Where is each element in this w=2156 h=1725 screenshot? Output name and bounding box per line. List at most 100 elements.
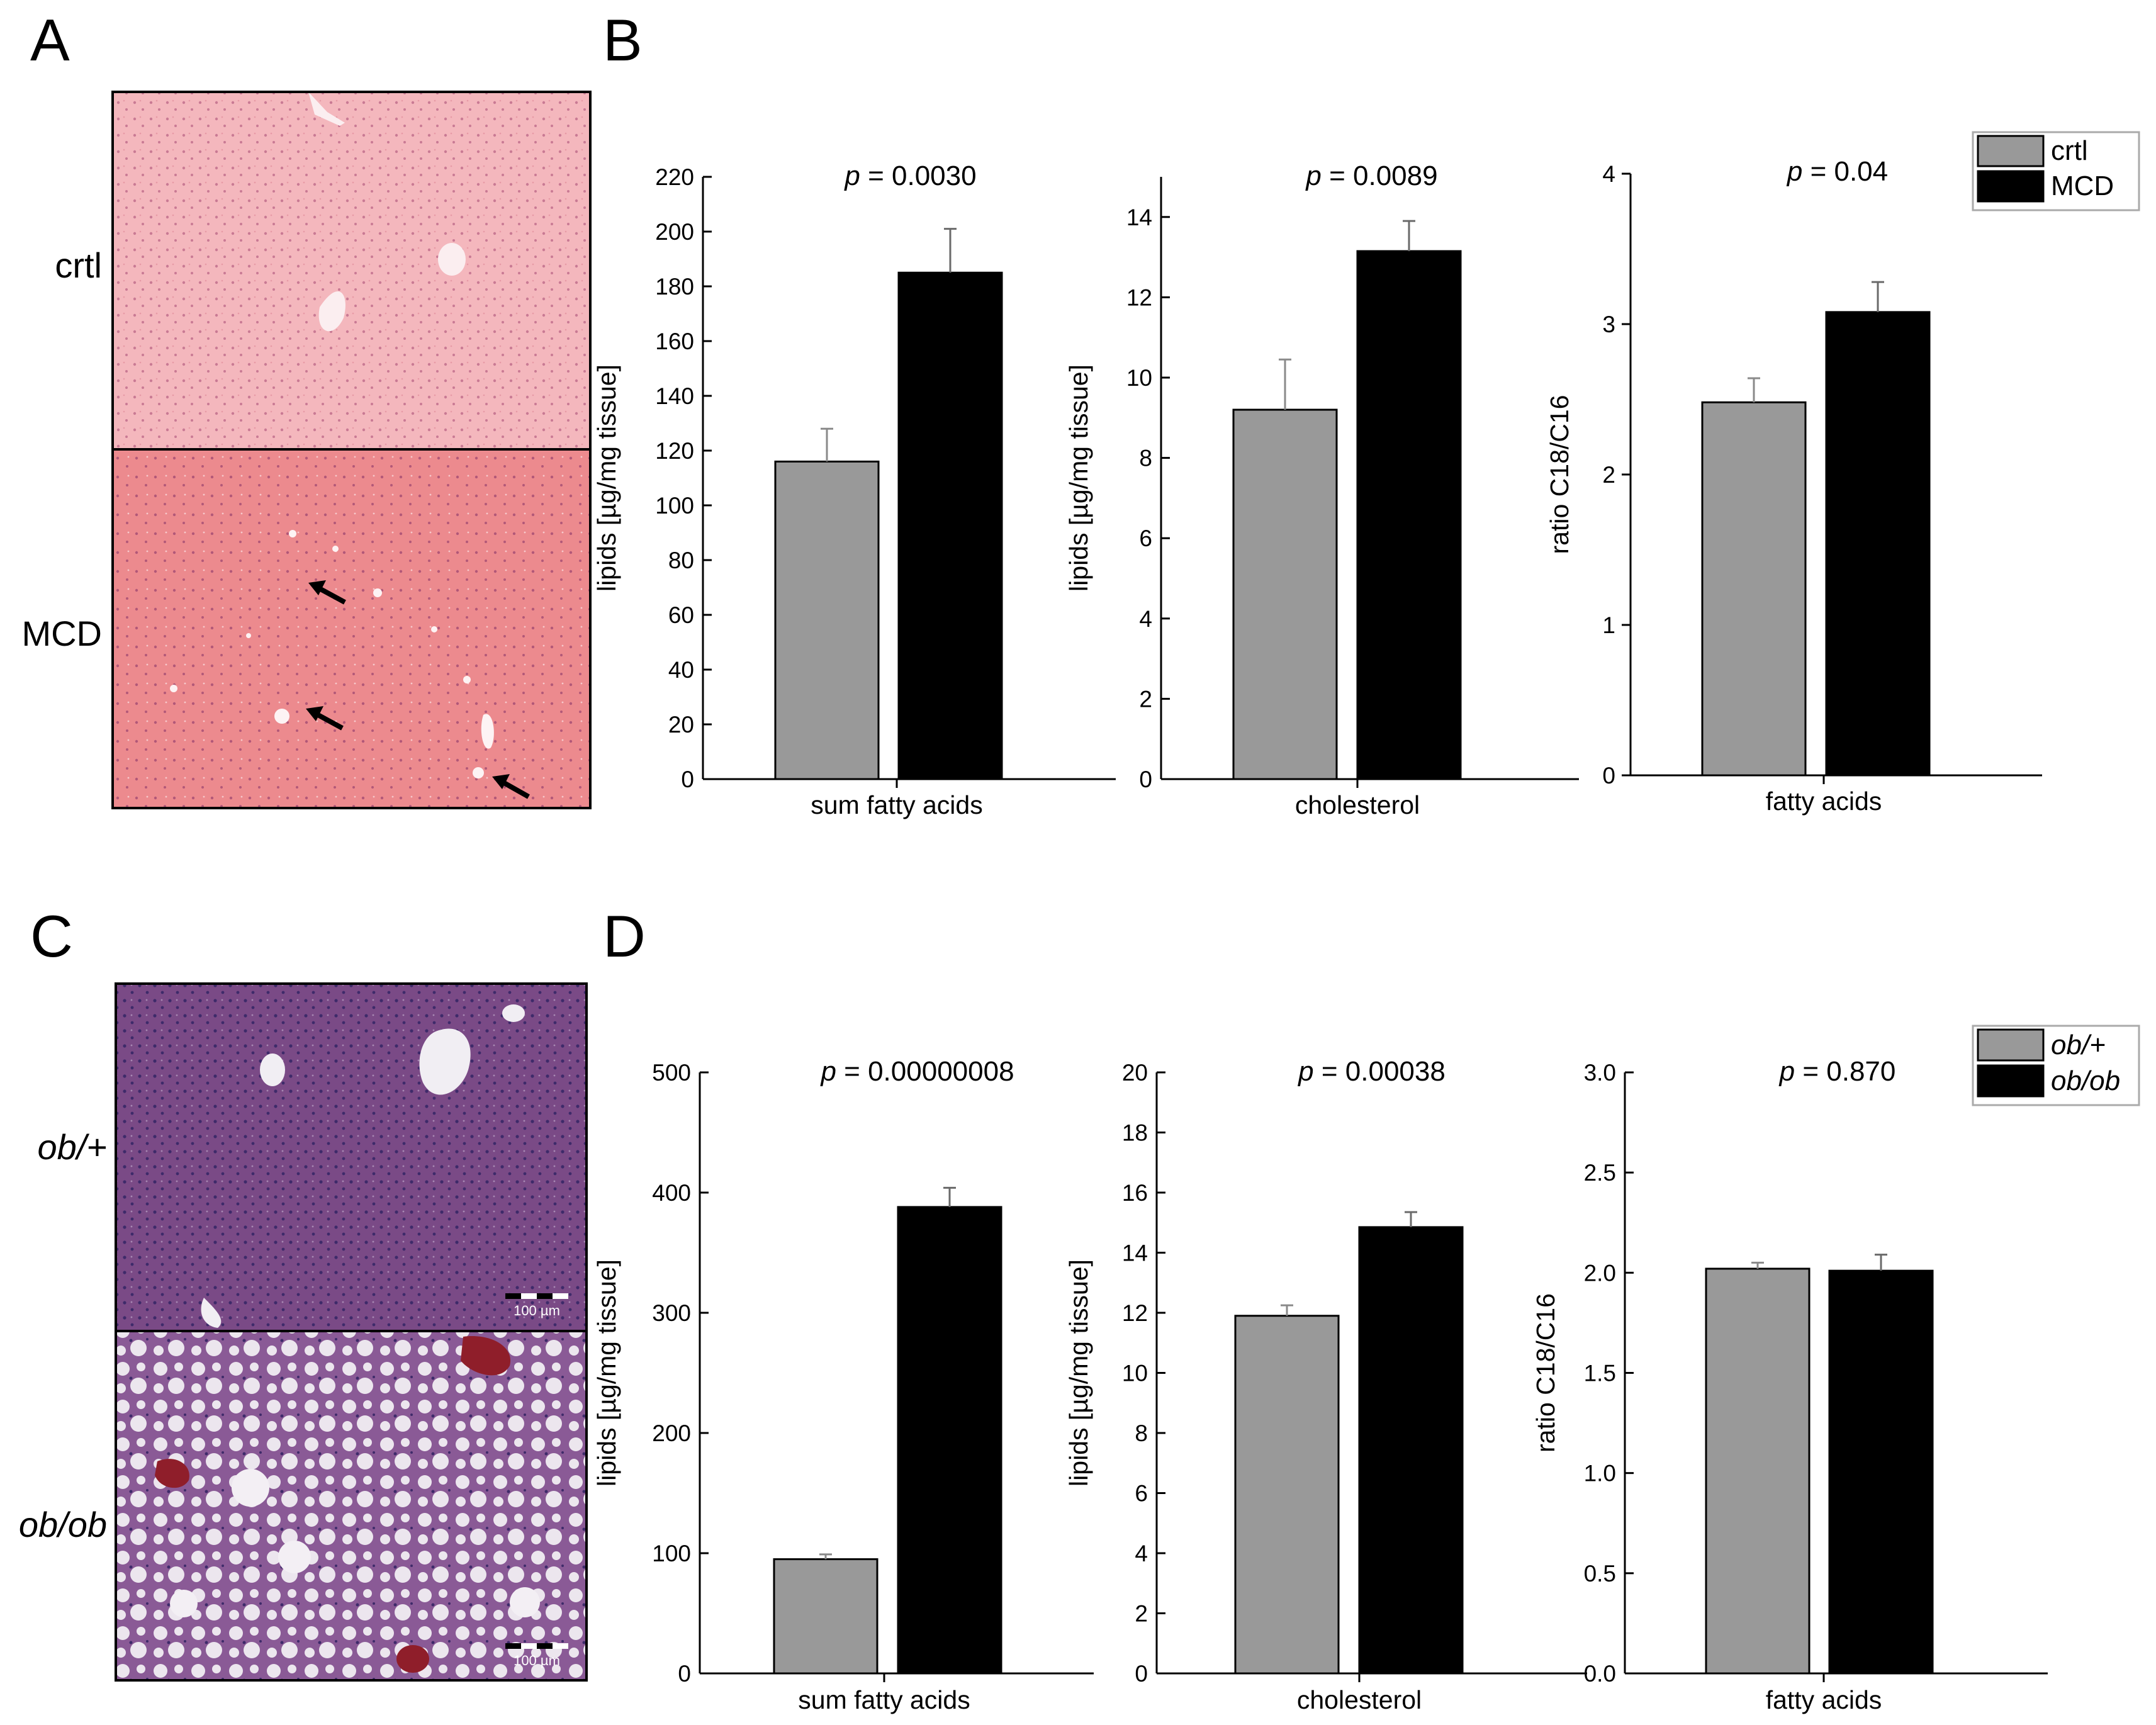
x-axis-label: fatty acids [1766, 787, 1882, 816]
scalebar-ob-ob: 100 µm [505, 1643, 568, 1668]
legend-label: MCD [2051, 171, 2114, 201]
bar-control [773, 1558, 879, 1675]
y-tick-label: 0 [681, 767, 694, 792]
bar-treated [1825, 311, 1931, 777]
y-tick-label: 8 [1139, 446, 1152, 471]
micrograph-ob-ob [116, 1331, 587, 1680]
bar-control [774, 460, 880, 780]
scalebar-ob-plus: 100 µm [505, 1293, 568, 1318]
micrograph-crtl-vessels [308, 92, 466, 332]
chart-b-sum-fatty-acids: 0 20 40 60 80 100 120 140 160 180 200 220 sum fatty … [592, 160, 1116, 819]
legend-swatch [1977, 170, 2045, 203]
y-tick-label: 0 [1135, 1661, 1148, 1687]
y-tick-label: 100 [652, 1541, 691, 1566]
y-tick-label: 16 [1122, 1180, 1148, 1206]
y-tick-label: 18 [1122, 1120, 1148, 1146]
chart-d-fatty-acids: 0.0 0.5 1.0 1.5 2.0 2.5 3.0 fatty acids ratio C1… [1531, 1025, 2140, 1714]
y-tick-label: 8 [1135, 1420, 1148, 1446]
row-label-crtl: crtl [55, 245, 102, 285]
y-tick-label: 20 [1122, 1060, 1148, 1086]
y-axis-label: ratio C18/C16 [1531, 1293, 1560, 1452]
row-label-mcd: MCD [21, 614, 102, 653]
scalebar-label: 100 µm [514, 1653, 560, 1668]
p-value: = 0.870 [1795, 1056, 1895, 1087]
y-tick-label: 6 [1135, 1481, 1148, 1507]
y-tick-label: 0.5 [1584, 1561, 1616, 1587]
arrow-icon [492, 774, 530, 799]
chart-b-fatty-acids: 0 1 2 3 4 fatty acids ratio C18/C16 p = 0.04 crt… [1545, 131, 2140, 816]
arrow-icon [308, 580, 346, 605]
arrow-icon [306, 706, 344, 731]
chart-d-sum-fatty-acids: 0 100 200 300 400 500 sum fatty acids lipids [µ… [592, 1056, 1094, 1714]
y-tick-label: 3 [1602, 312, 1615, 337]
legend-swatch [1977, 1064, 2045, 1098]
y-tick-label: 2 [1135, 1601, 1148, 1627]
p-value: = 0.0030 [860, 160, 977, 191]
bar-treated [897, 1206, 1002, 1675]
panel-letter-b: B [603, 7, 643, 73]
legend: ob/+ ob/ob [1972, 1025, 2140, 1106]
micrograph-ob-plus [116, 984, 587, 1331]
y-axis-label: lipids [µg/mg tissue] [1064, 1259, 1093, 1486]
y-tick-label: 12 [1126, 284, 1152, 310]
micrograph-panel-a: crtl MCD [21, 91, 592, 809]
y-tick-label: 220 [655, 164, 694, 190]
p-value-label: p = 0.00038 [1297, 1056, 1446, 1087]
p-symbol: p [1778, 1056, 1795, 1087]
p-value: = 0.04 [1802, 156, 1888, 187]
y-tick-label: 300 [652, 1300, 691, 1326]
y-tick-label: 6 [1139, 525, 1152, 551]
x-axis-label: fatty acids [1766, 1685, 1882, 1714]
bar-control [1234, 1315, 1340, 1675]
y-tick-label: 180 [655, 274, 694, 300]
y-tick-label: 140 [655, 383, 694, 409]
y-tick-label: 0 [1139, 767, 1152, 792]
arrows [306, 580, 530, 799]
p-symbol: p [843, 160, 860, 191]
legend-swatch [1977, 135, 2045, 167]
micrograph-ob-ob-droplets [170, 1469, 540, 1617]
bar-treated [1828, 1269, 1934, 1675]
row-label-ob-ob: ob/ob [19, 1505, 107, 1544]
y-tick-label: 200 [652, 1420, 691, 1446]
y-axis-label: ratio C18/C16 [1545, 395, 1574, 554]
bar-control [1232, 408, 1338, 780]
y-tick-label: 100 [655, 493, 694, 519]
micrograph-panel-c: 100 µm 100 µm ob/+ ob/ob [19, 982, 588, 1682]
micrograph-ob-plus-vessels [201, 1004, 525, 1328]
x-axis-label: sum fatty acids [811, 790, 982, 819]
y-tick-label: 14 [1122, 1240, 1148, 1266]
y-tick-label: 12 [1122, 1300, 1148, 1326]
p-value-label: p = 0.0030 [843, 160, 976, 191]
bar-control [1705, 1267, 1811, 1675]
y-tick-label: 60 [668, 602, 694, 628]
p-symbol: p [819, 1056, 836, 1087]
y-tick-label: 2 [1139, 686, 1152, 712]
y-tick-label: 2.5 [1584, 1160, 1616, 1186]
p-value-label: p = 0.04 [1786, 156, 1888, 187]
p-value-label: p = 0.0089 [1305, 160, 1437, 191]
y-tick-label: 1 [1602, 612, 1615, 638]
p-value: = 0.0089 [1322, 160, 1438, 191]
panel-letter-d: D [603, 903, 646, 969]
micrograph-frame [115, 982, 588, 1682]
y-tick-label: 200 [655, 219, 694, 245]
micrograph-frame [111, 91, 592, 809]
p-value: = 0.00000008 [836, 1056, 1014, 1087]
y-tick-label: 1.5 [1584, 1361, 1616, 1386]
y-tick-label: 400 [652, 1180, 691, 1206]
y-tick-label: 10 [1122, 1361, 1148, 1386]
panel-letter-a: A [30, 7, 70, 73]
p-value-label: p = 0.870 [1778, 1056, 1896, 1087]
y-tick-label: 0.0 [1584, 1661, 1616, 1687]
y-tick-label: 40 [668, 657, 694, 683]
p-value-label: p = 0.00000008 [819, 1056, 1014, 1087]
bar-control [1701, 401, 1807, 777]
panel-letter-c: C [30, 903, 73, 969]
x-axis-label: sum fatty acids [798, 1685, 970, 1714]
y-tick-label: 14 [1126, 205, 1152, 230]
legend-swatch [1977, 1028, 2045, 1062]
y-tick-label: 4 [1135, 1541, 1148, 1566]
x-axis-label: cholesterol [1297, 1685, 1422, 1714]
legend-label: crtl [2051, 135, 2088, 166]
